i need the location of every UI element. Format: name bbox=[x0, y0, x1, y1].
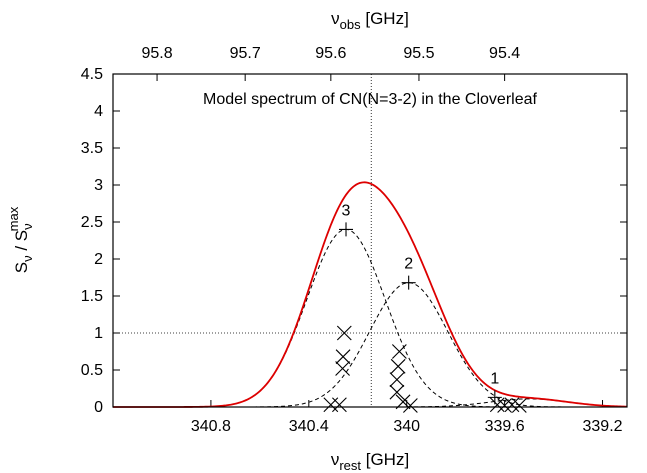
x2-tick-label: 95.4 bbox=[489, 45, 520, 62]
x-tick-label: 339.6 bbox=[485, 418, 525, 435]
x2-axis-title: νobs [GHz] bbox=[331, 9, 409, 32]
group-label: 2 bbox=[404, 256, 413, 273]
x2-tick-label: 95.6 bbox=[315, 45, 346, 62]
x-marker bbox=[511, 398, 527, 413]
x-marker bbox=[390, 358, 406, 374]
series-line-2 bbox=[113, 282, 627, 408]
y-tick-label: 3.5 bbox=[81, 140, 103, 157]
x-marker bbox=[389, 372, 405, 388]
group-label: 3 bbox=[342, 202, 351, 219]
y-tick-label: 3 bbox=[94, 177, 103, 194]
plus-marker bbox=[401, 275, 416, 290]
series-line-1 bbox=[113, 228, 627, 408]
x2-tick-label: 95.7 bbox=[230, 45, 261, 62]
y-tick-label: 0 bbox=[94, 399, 103, 416]
x-marker bbox=[323, 397, 339, 413]
x-marker bbox=[335, 349, 351, 365]
y-axis-title: Sν / Sνmax bbox=[6, 206, 35, 273]
x-marker bbox=[497, 398, 513, 413]
y-tick-label: 1.5 bbox=[81, 288, 103, 305]
y-tick-label: 4.5 bbox=[81, 66, 103, 83]
group-label: 1 bbox=[490, 370, 499, 387]
x-tick-label: 340.4 bbox=[289, 418, 329, 435]
x-marker bbox=[504, 397, 520, 413]
x-marker bbox=[489, 397, 505, 413]
y-tick-label: 0.5 bbox=[81, 362, 103, 379]
series-line-5 bbox=[113, 181, 628, 408]
x-tick-label: 340 bbox=[393, 418, 420, 435]
plot-title: Model spectrum of CN(N=3-2) in the Clove… bbox=[203, 91, 537, 108]
x2-tick-label: 95.8 bbox=[141, 45, 172, 62]
y-tick-label: 2.5 bbox=[81, 214, 103, 231]
y-tick-label: 1 bbox=[94, 325, 103, 342]
series-line-4 bbox=[113, 181, 628, 408]
marker-layer: 3 2 1 bbox=[323, 202, 527, 413]
x-tick-label: 339.2 bbox=[583, 418, 623, 435]
x-marker bbox=[391, 344, 407, 359]
x-tick-label: 340.8 bbox=[191, 418, 231, 435]
x-marker bbox=[332, 397, 347, 413]
x-axis-title: νrest [GHz] bbox=[331, 450, 409, 473]
x-marker bbox=[389, 384, 405, 400]
y-tick-label: 2 bbox=[94, 251, 103, 268]
x-marker bbox=[402, 398, 418, 413]
x2-tick-label: 95.5 bbox=[403, 45, 434, 62]
series-layer bbox=[113, 181, 628, 408]
plot-frame bbox=[112, 73, 628, 408]
x-marker bbox=[336, 325, 352, 341]
x-marker bbox=[335, 361, 350, 376]
plus-marker bbox=[339, 222, 354, 237]
y-tick-label: 4 bbox=[94, 103, 103, 120]
